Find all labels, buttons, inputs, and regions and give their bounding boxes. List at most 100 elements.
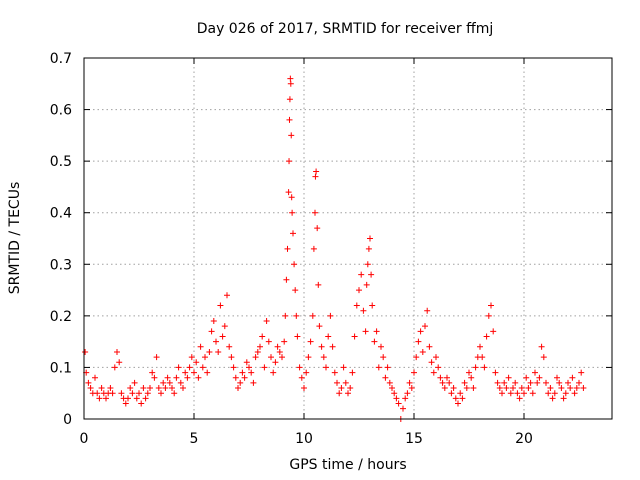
data-point <box>111 364 118 371</box>
data-point <box>503 385 510 392</box>
data-point <box>175 364 182 371</box>
data-point <box>149 369 156 376</box>
data-point <box>195 374 202 381</box>
plot-frame <box>83 57 613 420</box>
data-point <box>507 390 514 397</box>
data-point <box>378 343 384 350</box>
data-point <box>285 189 292 196</box>
data-point <box>186 364 193 371</box>
data-point <box>510 385 516 392</box>
data-point <box>160 379 167 386</box>
grid-lines <box>84 58 612 419</box>
data-point <box>315 281 322 288</box>
data-point <box>395 400 402 407</box>
data-point <box>576 379 582 386</box>
data-point <box>334 379 340 386</box>
data-point <box>363 281 370 288</box>
data-point <box>558 385 565 392</box>
x-tick-labels: 0 5 10 15 20 <box>80 431 533 447</box>
data-point <box>417 328 424 335</box>
data-point <box>391 390 398 397</box>
x-tick-label: 15 <box>405 431 423 447</box>
data-point <box>565 379 571 386</box>
data-point <box>545 390 552 397</box>
data-point <box>400 405 406 412</box>
data-point <box>499 390 505 397</box>
data-point <box>289 209 296 216</box>
data-point <box>430 369 437 376</box>
data-point <box>246 364 252 371</box>
data-point <box>411 369 417 376</box>
data-point <box>481 364 488 371</box>
data-point <box>534 379 541 386</box>
data-point <box>107 385 114 392</box>
data-point <box>505 374 512 381</box>
data-point <box>501 379 508 386</box>
data-point <box>114 348 120 355</box>
data-point <box>224 292 230 299</box>
data-point <box>144 390 151 397</box>
y-tick-labels: 0 0.1 0.2 0.3 0.4 0.5 0.6 0.7 <box>50 51 72 428</box>
data-point <box>435 364 442 371</box>
data-point <box>362 328 369 335</box>
data-point <box>516 395 523 402</box>
data-point <box>276 348 283 355</box>
data-point <box>125 395 131 402</box>
data-point <box>250 379 257 386</box>
data-point <box>457 390 464 397</box>
data-point <box>142 395 149 402</box>
data-point <box>282 312 289 319</box>
data-point <box>263 318 270 325</box>
data-point <box>580 385 587 392</box>
data-point <box>82 348 89 355</box>
data-point <box>477 343 483 350</box>
data-point <box>131 379 138 386</box>
data-point <box>463 385 470 392</box>
data-point <box>310 245 317 252</box>
data-point <box>257 343 263 350</box>
x-tick-label: 0 <box>80 431 89 447</box>
data-point <box>293 312 300 319</box>
data-point <box>109 390 116 397</box>
data-point <box>318 343 325 350</box>
data-point <box>345 390 351 397</box>
data-point <box>294 333 301 340</box>
data-point <box>296 364 303 371</box>
data-point <box>444 374 450 381</box>
data-point <box>422 323 428 330</box>
data-point <box>342 379 349 386</box>
data-point <box>360 307 367 314</box>
data-point <box>213 338 219 345</box>
data-point <box>536 374 543 381</box>
data-point <box>202 354 208 361</box>
data-point <box>532 369 538 376</box>
data-point <box>261 364 268 371</box>
data-point <box>153 354 160 361</box>
data-point <box>494 379 501 386</box>
axis-ticks <box>83 57 612 420</box>
chart-title: Day 026 of 2017, SRMTID for receiver ffm… <box>197 21 494 37</box>
data-point <box>96 395 103 402</box>
data-point <box>164 374 171 381</box>
data-point <box>336 390 343 397</box>
data-point <box>98 385 105 392</box>
data-point <box>127 385 134 392</box>
x-tick-label: 20 <box>515 431 533 447</box>
data-point <box>353 302 360 309</box>
data-point <box>180 385 186 392</box>
data-point <box>369 302 376 309</box>
data-point <box>177 379 184 386</box>
data-point <box>529 390 536 397</box>
data-point <box>171 390 178 397</box>
data-point <box>562 390 569 397</box>
data-point <box>358 271 365 278</box>
data-point <box>193 359 200 366</box>
data-point <box>309 312 316 319</box>
data-point <box>437 374 444 381</box>
data-point <box>488 302 494 309</box>
data-point <box>210 318 217 325</box>
data-point <box>351 333 358 340</box>
data-point <box>347 385 354 392</box>
data-point <box>525 385 532 392</box>
